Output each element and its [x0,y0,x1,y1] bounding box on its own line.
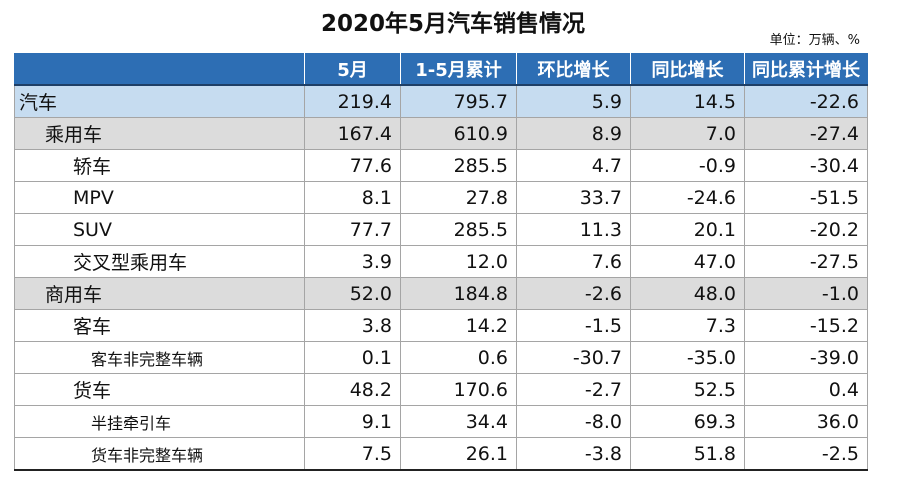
row-label: MPV [14,181,305,214]
table-cell: -22.6 [744,85,868,118]
table-title: 2020年5月汽车销售情况 [320,11,586,37]
row-label: 客车 [14,309,305,342]
table-cell: 4.7 [516,149,631,182]
header-cell-may: 5月 [304,53,401,86]
table-cell: -27.5 [744,245,868,278]
table-body: 汽车 219.4 795.7 5.9 14.5 -22.6 乘用车 167.4 610.9 8.9… [14,85,868,471]
table-cell: -39.0 [744,341,868,374]
table-cell: 9.1 [304,405,401,438]
table-cell: 12.0 [400,245,517,278]
table-cell: 170.6 [400,373,517,406]
table-cell: 285.5 [400,149,517,182]
table-cell: 7.3 [630,309,745,342]
table-row: 商用车 52.0 184.8 -2.6 48.0 -1.0 [14,277,868,310]
table-cell: 0.1 [304,341,401,374]
table-cell: 167.4 [304,117,401,150]
table-row: 轿车 77.6 285.5 4.7 -0.9 -30.4 [14,149,868,182]
table-cell: 27.8 [400,181,517,214]
table-cell: 51.8 [630,437,745,471]
table-cell: 14.5 [630,85,745,118]
table-cell: -8.0 [516,405,631,438]
table-row: 货车 48.2 170.6 -2.7 52.5 0.4 [14,373,868,406]
table-cell: 34.4 [400,405,517,438]
table-cell: -1.5 [516,309,631,342]
table-cell: 52.0 [304,277,401,310]
header-cell-mom: 环比增长 [516,53,631,86]
table-cell: -30.7 [516,341,631,374]
table-cell: 5.9 [516,85,631,118]
table-cell: -24.6 [630,181,745,214]
table-cell: 7.6 [516,245,631,278]
unit-note: 单位：万辆、% [769,33,860,48]
table-cell: 7.5 [304,437,401,471]
table-row: SUV 77.7 285.5 11.3 20.1 -20.2 [14,213,868,246]
table-cell: 77.6 [304,149,401,182]
header-cell-ytd: 1-5月累计 [400,53,517,86]
table-cell: 33.7 [516,181,631,214]
table-cell: 285.5 [400,213,517,246]
row-label: 交叉型乘用车 [14,245,305,278]
table-row: 客车 3.8 14.2 -1.5 7.3 -15.2 [14,309,868,342]
table-cell: -35.0 [630,341,745,374]
table-row: MPV 8.1 27.8 33.7 -24.6 -51.5 [14,181,868,214]
table-row: 客车非完整车辆 0.1 0.6 -30.7 -35.0 -39.0 [14,341,868,374]
table-row: 货车非完整车辆 7.5 26.1 -3.8 51.8 -2.5 [14,437,868,471]
table-cell: 610.9 [400,117,517,150]
row-label: 半挂牵引车 [14,405,305,438]
table-cell: -15.2 [744,309,868,342]
table-cell: 0.4 [744,373,868,406]
table-cell: 7.0 [630,117,745,150]
row-label: 乘用车 [14,117,305,150]
table-cell: 184.8 [400,277,517,310]
header-cell-yoy: 同比增长 [630,53,745,86]
row-label: 商用车 [14,277,305,310]
table-cell: 0.6 [400,341,517,374]
header-row: 5月 1-5月累计 环比增长 同比增长 同比累计增长 [14,53,868,86]
table-cell: -20.2 [744,213,868,246]
table-cell: 52.5 [630,373,745,406]
table-cell: 8.9 [516,117,631,150]
table-row: 半挂牵引车 9.1 34.4 -8.0 69.3 36.0 [14,405,868,438]
row-label: 客车非完整车辆 [14,341,305,374]
table-cell: 36.0 [744,405,868,438]
row-label: 汽车 [14,85,305,118]
row-label: 轿车 [14,149,305,182]
table-cell: -27.4 [744,117,868,150]
table-cell: 14.2 [400,309,517,342]
table-cell: 795.7 [400,85,517,118]
row-label: 货车 [14,373,305,406]
table-cell: 3.9 [304,245,401,278]
table-cell: 8.1 [304,181,401,214]
table-cell: 77.7 [304,213,401,246]
sales-table: 5月 1-5月累计 环比增长 同比增长 同比累计增长 汽车 219.4 795.7 5… [14,53,868,471]
table-cell: 26.1 [400,437,517,471]
table-cell: -2.6 [516,277,631,310]
table-cell: 48.0 [630,277,745,310]
table-cell: 48.2 [304,373,401,406]
table-cell: 69.3 [630,405,745,438]
table-cell: -51.5 [744,181,868,214]
table-row: 交叉型乘用车 3.9 12.0 7.6 47.0 -27.5 [14,245,868,278]
table-cell: -3.8 [516,437,631,471]
header-cell-ytd-yoy: 同比累计增长 [744,53,868,86]
table-cell: 3.8 [304,309,401,342]
table-row: 乘用车 167.4 610.9 8.9 7.0 -27.4 [14,117,868,150]
table-cell: 20.1 [630,213,745,246]
table-cell: -2.5 [744,437,868,471]
header-cell-category [14,53,305,86]
table-cell: -1.0 [744,277,868,310]
table-row: 汽车 219.4 795.7 5.9 14.5 -22.6 [14,85,868,118]
row-label: 货车非完整车辆 [14,437,305,471]
table-cell: -30.4 [744,149,868,182]
table-cell: -2.7 [516,373,631,406]
table-cell: 219.4 [304,85,401,118]
row-label: SUV [14,213,305,246]
table-cell: 47.0 [630,245,745,278]
table-cell: 11.3 [516,213,631,246]
table-cell: -0.9 [630,149,745,182]
